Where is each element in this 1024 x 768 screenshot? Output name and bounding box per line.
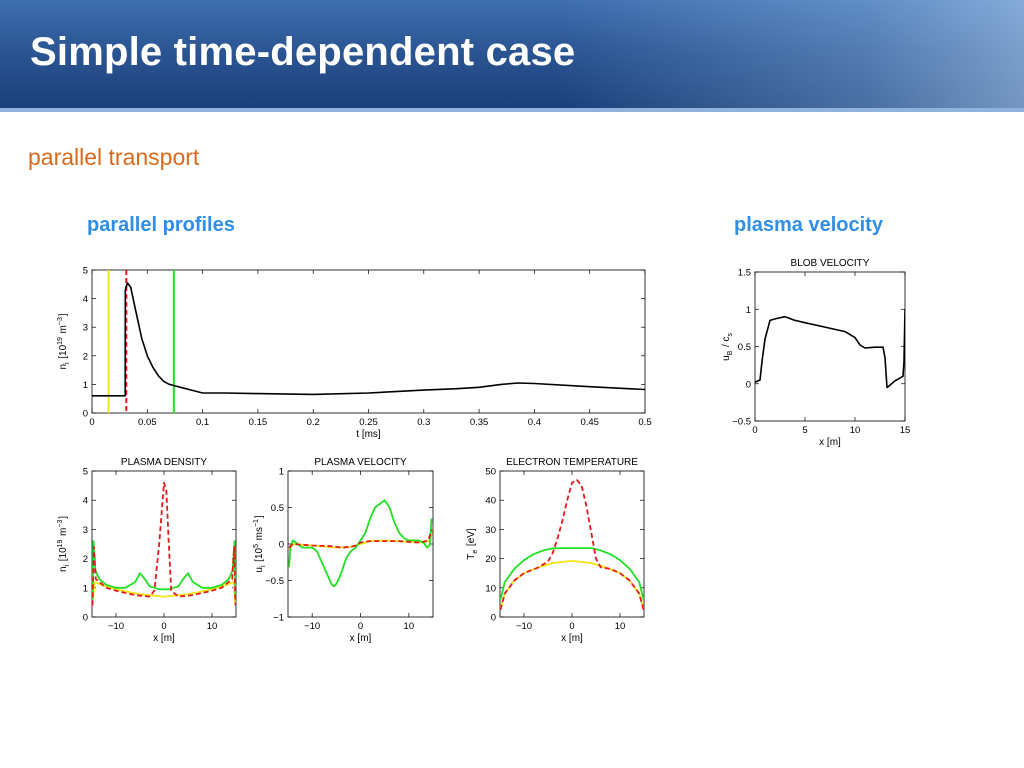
time_trace-series-black [92, 282, 645, 397]
plasma_density-ytick-label: 4 [83, 496, 88, 507]
time_trace-xlabel: t [ms] [356, 429, 381, 440]
plasma_velocity-xlabel: x [m] [350, 633, 372, 644]
electron_temperature-ytick-label: 0 [491, 613, 496, 624]
time_trace-ytick-label: 3 [83, 323, 88, 334]
time_trace-ylabel: ni [1019 m−3 ] [57, 313, 71, 369]
time_trace-chart: 0 0.05 0.1 0.15 0.2 0.25 0.3 0.35 0.4 0.45 0.5 0 1 2 3… [57, 266, 652, 441]
title-banner-sheen [0, 0, 1024, 112]
plasma_velocity-ytick-label: 0 [279, 540, 284, 551]
time_trace-ytick-label: 4 [83, 294, 88, 305]
time_trace-xtick-label: 0.05 [138, 417, 157, 428]
electron_temperature-plot-frame [499, 470, 645, 618]
time_trace-plot-frame [91, 269, 646, 414]
blob_velocity-ylabel: uB / cs [721, 332, 734, 361]
electron_temperature-ytick-label: 20 [485, 554, 496, 565]
plasma_density-series-red_dashed [92, 481, 236, 606]
plasma_velocity-series-red_dashed [288, 529, 433, 549]
plasma_velocity-xtick-label: −10 [304, 621, 320, 632]
time_trace-xtick-label: 0.5 [638, 417, 651, 428]
blob_velocity-ytick-label: 1 [746, 305, 751, 316]
blob_velocity-ytick-label: 0 [746, 379, 751, 390]
blob_velocity-xtick-label: 0 [752, 425, 757, 436]
plasma_density-ylabel: ni [1019 m−3 ] [57, 516, 71, 572]
blob_velocity-xtick-label: 5 [802, 425, 807, 436]
plasma_density-ytick-label: 1 [83, 583, 88, 594]
plasma_velocity-ytick-label: 0.5 [271, 503, 284, 514]
electron_temperature-title: ELECTRON TEMPERATURE [506, 457, 638, 468]
time_trace-xtick-label: 0 [89, 417, 94, 428]
time_trace-ytick-label: 0 [83, 409, 88, 420]
blob_velocity-title: BLOB VELOCITY [791, 258, 870, 269]
plasma_density-series-green [92, 540, 236, 600]
electron_temperature-ytick-label: 10 [485, 583, 496, 594]
electron_temperature-xlabel: x [m] [561, 633, 583, 644]
plasma_velocity-ylabel: ui [105 ms−1 ] [253, 515, 267, 572]
plasma_velocity-chart: −10 0 10 −1 −0.5 0 0.5 1 PLASMA VELOCITY x [m] ui … [253, 457, 434, 644]
time_trace-xtick-label: 0.4 [528, 417, 541, 428]
electron_temperature-series-red_dashed [500, 478, 644, 610]
slide-title: Simple time-dependent case [30, 30, 576, 74]
time_trace-xtick-label: 0.15 [249, 417, 268, 428]
plasma_density-ytick-label: 5 [83, 467, 88, 478]
electron_temperature-xtick-label: 10 [615, 621, 626, 632]
plasma_density-xlabel: x [m] [153, 633, 175, 644]
electron_temperature-xtick-label: −10 [516, 621, 532, 632]
electron_temperature-ytick-label: 50 [485, 467, 496, 478]
electron_temperature-ylabel: Te [eV] [466, 528, 479, 560]
plasma_velocity-series-green [288, 499, 433, 588]
electron_temperature-xtick-label: 0 [569, 621, 574, 632]
electron_temperature-ytick-label: 30 [485, 525, 496, 536]
plasma_velocity-ytick-label: −1 [273, 613, 284, 624]
plasma_velocity-ytick-label: −0.5 [265, 576, 284, 587]
title-banner-line [0, 108, 1024, 112]
time_trace-xtick-label: 0.1 [196, 417, 209, 428]
plasma_density-series-yellow [92, 581, 236, 603]
electron_temperature-series-green [500, 547, 644, 600]
time_trace-xtick-label: 0.45 [580, 417, 599, 428]
plasma_velocity-xtick-label: 10 [404, 621, 415, 632]
time_trace-ytick-label: 2 [83, 351, 88, 362]
electron_temperature-chart: −10 0 10 0 10 20 30 40 50 ELECTRON TEMPERATURE x [… [466, 457, 645, 644]
plasma_density-chart: −10 0 10 0 1 2 3 4 5 PLASMA DENSITY x [m] ni [1019 … [57, 457, 237, 644]
slide-subtitle: parallel transport [28, 144, 200, 170]
plasma_density-ytick-label: 0 [83, 613, 88, 624]
plasma_density-title: PLASMA DENSITY [121, 457, 207, 468]
blob_velocity-ytick-label: −0.5 [732, 417, 751, 428]
time_trace-ytick-label: 5 [83, 266, 88, 277]
plasma_density-xtick-label: −10 [108, 621, 124, 632]
time_trace-xtick-label: 0.3 [417, 417, 430, 428]
plasma_density-ytick-label: 3 [83, 525, 88, 536]
plasma_density-xtick-label: 10 [207, 621, 218, 632]
time_trace-xtick-label: 0.2 [307, 417, 320, 428]
time_trace-xtick-label: 0.25 [359, 417, 378, 428]
electron_temperature-ytick-label: 40 [485, 496, 496, 507]
time_trace-ytick-label: 1 [83, 380, 88, 391]
blob_velocity-ytick-label: 0.5 [738, 342, 751, 353]
plasma_density-xtick-label: 0 [161, 621, 166, 632]
blob_velocity-xlabel: x [m] [819, 437, 841, 448]
plasma_velocity-ytick-label: 1 [279, 467, 284, 478]
plasma_density-plot-frame [91, 470, 237, 618]
plasma_velocity-xtick-label: 0 [358, 621, 363, 632]
blob_velocity-xtick-label: 15 [900, 425, 911, 436]
blob_velocity-xtick-label: 10 [850, 425, 861, 436]
right-heading: plasma velocity [734, 214, 883, 236]
plasma_velocity-title: PLASMA VELOCITY [314, 457, 407, 468]
blob_velocity-series-black [755, 309, 905, 389]
blob_velocity-ytick-label: 1.5 [738, 268, 751, 279]
left-heading: parallel profiles [87, 214, 235, 236]
plasma_density-ytick-label: 2 [83, 554, 88, 565]
time_trace-xtick-label: 0.35 [470, 417, 489, 428]
